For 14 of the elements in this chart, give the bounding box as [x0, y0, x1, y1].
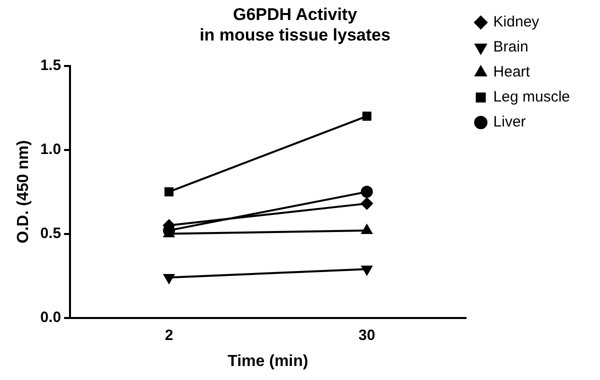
y-tick-label: 0.0 — [40, 308, 62, 326]
y-tick-label: 1.5 — [40, 56, 62, 74]
x-axis-title: Time (min) — [228, 352, 308, 370]
x-tick-label: 30 — [358, 326, 376, 344]
chart-title: G6PDH Activity in mouse tissue lysates — [200, 4, 390, 44]
legend-label: Heart — [493, 64, 531, 81]
legend-label: Leg muscle — [493, 88, 570, 106]
y-tick-label: 1.0 — [40, 140, 62, 158]
y-axis-title: O.D. (450 nm) — [15, 140, 32, 244]
legend-label: Liver — [493, 114, 526, 131]
legend-label: Brain — [493, 38, 528, 56]
y-tick-label: 0.5 — [40, 224, 62, 242]
x-tick-label: 2 — [164, 326, 174, 344]
legend-label: Kidney — [493, 14, 540, 31]
